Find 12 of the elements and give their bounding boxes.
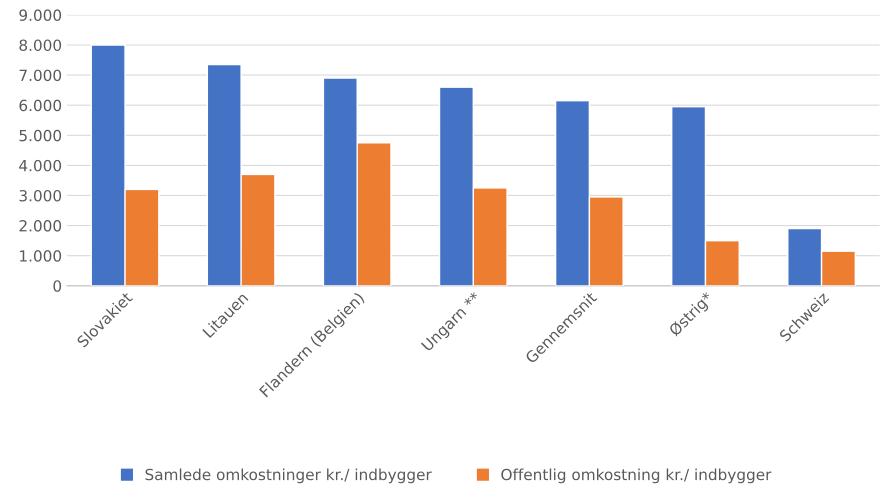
y-tick-label: 7.000	[20, 70, 62, 82]
y-tick-label: 0	[53, 280, 62, 292]
legend-label: Offentlig omkostning kr./ indbygger	[501, 468, 772, 484]
y-tick-label: 3.000	[20, 190, 62, 202]
y-tick-label: 2.000	[19, 220, 62, 232]
y-tick-label: 9.000	[19, 9, 62, 21]
legend-label: Samlede omkostninger kr./ indbygger	[146, 468, 432, 484]
y-tick-label: 6.000	[19, 100, 62, 112]
y-tick-label: 4.000	[19, 160, 62, 172]
y-tick-label: 1.000	[20, 250, 62, 262]
y-tick-label: 8.000	[19, 39, 62, 52]
y-tick-label: 5.000	[20, 130, 62, 142]
